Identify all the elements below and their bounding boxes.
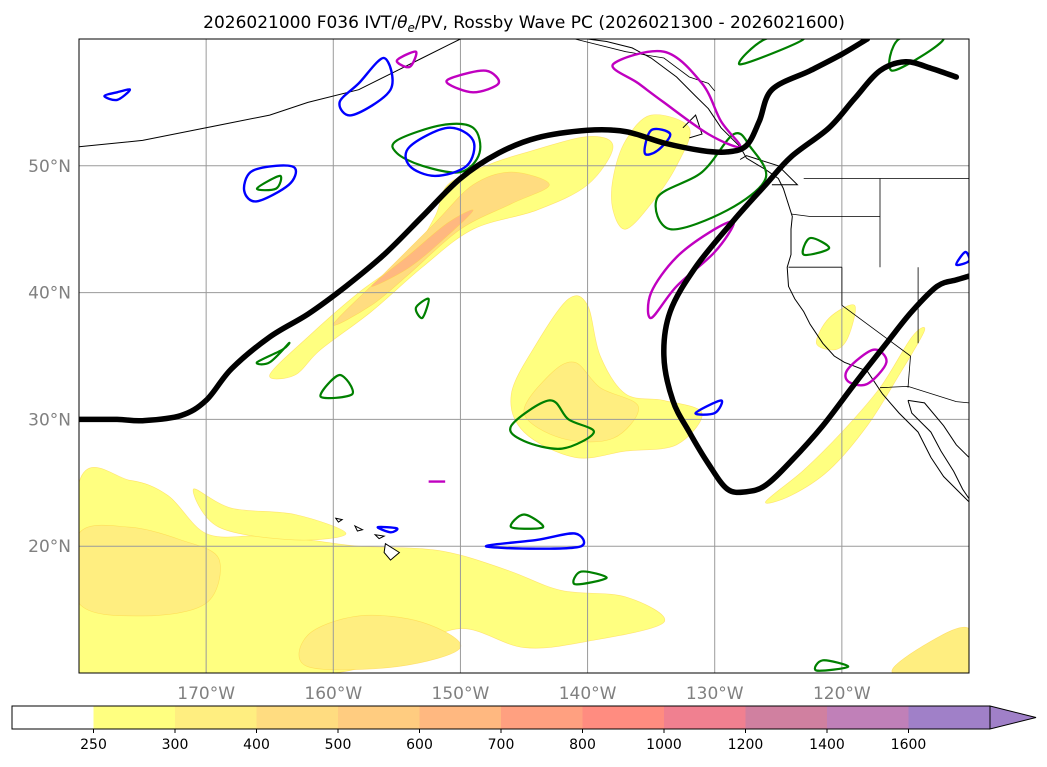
colorbar-label-1000: 1000: [646, 737, 682, 753]
title-prefix: 2026021000 F036 IVT/: [203, 13, 397, 33]
coastline-baja-inner-coast: [907, 400, 969, 500]
coastline-vancouver-island: [739, 155, 799, 186]
title-suffix: /PV, Rossby Wave PC (2026021300 - 202602…: [415, 13, 845, 33]
ivt-region-atmospheric-river-core: [332, 171, 550, 326]
magenta-contour-magenta-gulf-alaska: [445, 69, 501, 94]
island-hawaii-big-island: [383, 542, 401, 561]
ivt-region-tropical-belt-core-west: [79, 524, 221, 617]
border-bc-alaska-border: [574, 39, 716, 92]
green-contour-green-pacific-northwest: [654, 132, 768, 231]
ivt-region-tropical-belt: [79, 467, 666, 673]
blue-contour-pv-northwest: [338, 56, 394, 117]
island-kauai: [334, 517, 344, 523]
border-az-border: [907, 355, 911, 388]
green-contour-green-southeast: [813, 659, 850, 672]
colorbar-segment-3: [256, 706, 339, 729]
colorbar-segment-2: [175, 706, 257, 729]
green-contour-green-gulf-alaska: [255, 174, 283, 192]
blue-contour-pv-north-of-ar: [404, 126, 476, 178]
ivt-region-coastal-plume-north: [816, 304, 856, 351]
lon-label-160: 160°W: [304, 684, 362, 704]
rossby-line-eastern-trough: [661, 59, 969, 496]
colorbar-label-700: 700: [488, 737, 515, 753]
colorbar-label-250: 250: [80, 737, 107, 753]
green-contour-green-hawaii-south: [572, 570, 608, 586]
lat-label-50: 50°N: [28, 157, 71, 177]
green-contour-green-alaska-coast-e: [888, 39, 945, 72]
magenta-contour-magenta-offshore-northwest: [646, 220, 736, 320]
title-subscript: e: [408, 21, 415, 35]
lat-label-20: 20°N: [28, 537, 71, 557]
green-contour-green-alaska-coast-ne: [737, 39, 805, 66]
coastline-layer: [79, 39, 969, 561]
green-contour-green-coast-sw: [801, 236, 831, 257]
colorbar-segment-8: [664, 706, 746, 729]
green-contour-green-central-plume: [509, 399, 595, 450]
colorbar-label-400: 400: [243, 737, 270, 753]
map-frame: [78, 38, 970, 674]
coastline-north-america-coast: [587, 39, 969, 515]
green-contour-green-west-ar-edge: [255, 341, 291, 366]
green-contour-green-mid: [319, 373, 355, 400]
border-us-mexico-border: [879, 385, 969, 404]
colorbar-segment-1: [93, 706, 176, 729]
colorbar-segment-0: [12, 706, 94, 729]
colorbar-segment-5: [419, 706, 502, 729]
island-maui: [373, 534, 386, 540]
map-layers: [79, 39, 969, 673]
lon-label-130: 130°W: [686, 684, 744, 704]
colorbar-segment-11: [908, 706, 991, 729]
colorbar-label-500: 500: [325, 737, 352, 753]
magenta-contour-magenta-south-california: [844, 348, 888, 387]
blue-contour-pv-hawaii-east: [484, 532, 586, 550]
blue-contour-pv-gulf-alaska-west: [242, 164, 298, 203]
green-contour-green-north-of-ar: [391, 122, 482, 174]
lon-label-120: 120°W: [813, 684, 871, 704]
graticule-layer: [79, 39, 969, 673]
colorbar-segment-7: [582, 706, 665, 729]
green-contour-green-small-1: [414, 297, 430, 320]
border-or-wa-border: [790, 213, 880, 217]
rossby-wave-pc-layer: [79, 39, 969, 496]
latitude-labels: 50°N 40°N 30°N 20°N: [28, 157, 71, 557]
colorbar-label-600: 600: [406, 737, 433, 753]
colorbar-segment-10: [827, 706, 909, 729]
green-contour-green-hawaii-east: [509, 513, 545, 530]
longitude-labels: 170°W 160°W 150°W 140°W 130°W 120°W: [177, 684, 871, 704]
lon-label-170: 170°W: [177, 684, 235, 704]
figure-title: 2026021000 F036 IVT/θe/PV, Rossby Wave P…: [203, 13, 845, 35]
blue-contour-pv-east-edge: [955, 250, 969, 267]
blue-contour-pv-alaska-small: [103, 88, 132, 102]
blue-contour-pv-offshore-small: [694, 399, 724, 416]
ivt-region-southeast-corner-plume: [891, 627, 969, 673]
coastline-alaska-peninsula: [79, 39, 461, 148]
lat-label-30: 30°N: [28, 410, 71, 430]
blue-contour-pv-hawaii-west: [376, 525, 399, 534]
colorbar-label-800: 800: [569, 737, 596, 753]
title-theta: θ: [397, 13, 408, 33]
magenta-contour-magenta-northwest-small: [395, 50, 418, 69]
colorbar-segment-9: [745, 706, 828, 729]
coastline-mexico-mainland: [907, 399, 969, 471]
island-oahu: [353, 524, 364, 532]
lat-label-40: 40°N: [28, 284, 71, 304]
ivt-region-central-plume-core: [523, 361, 639, 443]
rossby-line-western-trough-ridge: [79, 39, 871, 424]
ivt-colorbar: 250 300 400 500 600 700 800 1000 1200 1400 1600: [11, 705, 1037, 753]
contour-layer: [103, 39, 969, 672]
colorbar-label-1600: 1600: [891, 737, 927, 753]
lon-label-150: 150°W: [432, 684, 490, 704]
colorbar-label-1400: 1400: [809, 737, 845, 753]
colorbar-segment-6: [501, 706, 583, 729]
ivt-region-coastal-plume-south: [765, 327, 926, 504]
ivt-shading-layer: [79, 114, 969, 673]
colorbar-segment-4: [338, 706, 420, 729]
colorbar-label-300: 300: [162, 737, 189, 753]
colorbar-extend-arrow: [989, 705, 1037, 730]
ivt-region-atmospheric-river-max: [371, 209, 474, 287]
colorbar-label-1200: 1200: [728, 737, 764, 753]
ivt-region-tropical-belt-north-lobe: [192, 488, 347, 541]
lon-label-140: 140°W: [559, 684, 617, 704]
